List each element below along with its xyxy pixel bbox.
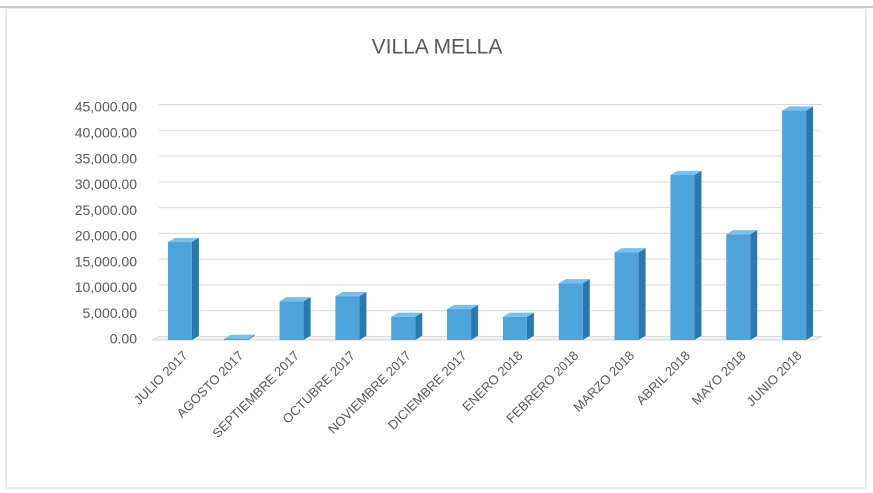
bar [670, 170, 702, 340]
bar-side [526, 312, 534, 340]
y-tick-label: 45,000.00 [75, 99, 137, 115]
bar-top [502, 312, 534, 317]
bar [279, 297, 311, 340]
bar-side [191, 237, 199, 340]
bar [167, 237, 199, 340]
bar [782, 106, 814, 340]
bar-top [391, 312, 423, 317]
bar [391, 312, 423, 340]
y-tick-label: 5,000.00 [83, 305, 138, 321]
bar-side [247, 334, 255, 340]
bar-side [582, 279, 590, 340]
y-tick-label: 15,000.00 [75, 253, 137, 269]
bar-front [223, 338, 248, 340]
y-tick-label: 25,000.00 [75, 202, 137, 218]
bar-front [279, 301, 304, 340]
bar-top [670, 170, 702, 176]
bar-front [726, 234, 751, 340]
bar-side [303, 297, 311, 340]
bar-side [806, 106, 814, 340]
bar-top [167, 237, 199, 243]
y-tick-label: 35,000.00 [75, 150, 137, 166]
bar [502, 312, 534, 340]
bar-front [558, 283, 583, 340]
bar [335, 291, 367, 340]
chart-frame [5, 7, 867, 489]
bar-top [782, 106, 814, 111]
bar-front [670, 175, 695, 340]
bar [558, 279, 590, 340]
y-tick-label: 30,000.00 [75, 176, 137, 192]
bar [726, 230, 758, 340]
bar-top [558, 279, 590, 284]
bar-top [223, 334, 255, 339]
bar-front [391, 316, 416, 340]
bar-top [726, 230, 758, 235]
bar [614, 248, 646, 340]
bar-top [279, 297, 311, 302]
bar-side [750, 230, 758, 340]
y-tick-label: 0.00 [110, 331, 137, 347]
bar-side [471, 304, 479, 340]
chart-title: VILLA MELLA [372, 36, 503, 59]
bar-front [614, 252, 639, 340]
y-tick-label: 20,000.00 [75, 228, 137, 244]
bar-side [638, 248, 646, 340]
bar [447, 304, 479, 340]
bar-side [359, 291, 367, 340]
bar-front [335, 296, 360, 340]
bar-front [167, 242, 192, 340]
bar-front [782, 110, 807, 340]
bar-top [614, 248, 646, 253]
y-tick-label: 10,000.00 [75, 279, 137, 295]
floor [151, 336, 823, 341]
bar [223, 334, 255, 340]
bar-side [694, 170, 702, 340]
bar-front [502, 316, 527, 340]
y-tick-label: 40,000.00 [75, 124, 137, 140]
bar-front [447, 309, 472, 340]
bar-top [447, 304, 479, 310]
bar-top [335, 291, 367, 297]
bar-side [415, 312, 423, 340]
